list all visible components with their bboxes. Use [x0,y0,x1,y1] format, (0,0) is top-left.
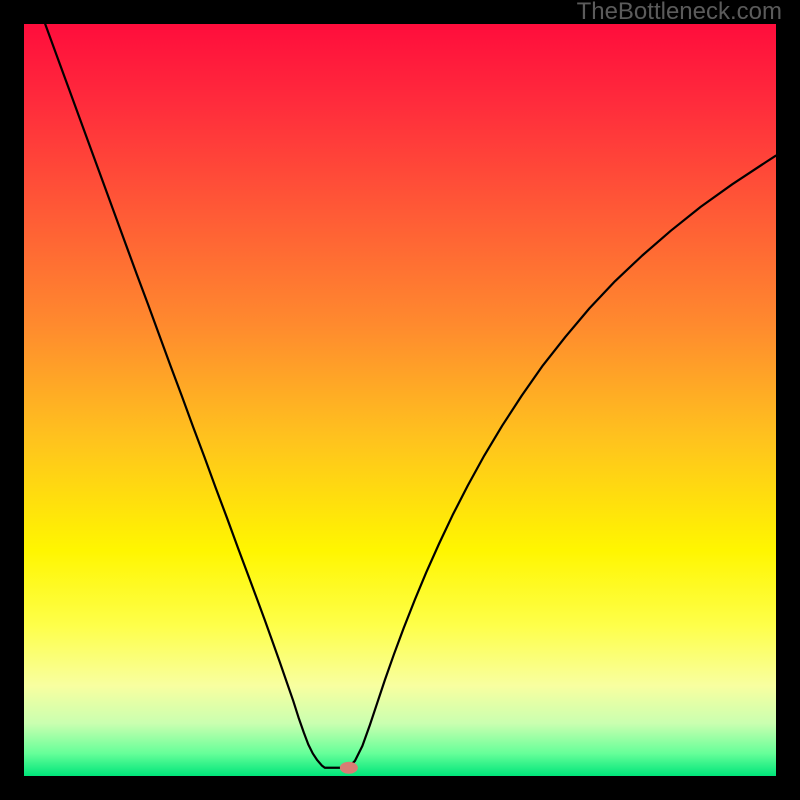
bottleneck-curve [24,24,776,768]
curve-layer [24,24,776,776]
watermark-text: TheBottleneck.com [577,0,782,26]
min-marker [340,762,358,774]
chart-frame: TheBottleneck.com [0,0,800,800]
plot-area [24,24,776,776]
